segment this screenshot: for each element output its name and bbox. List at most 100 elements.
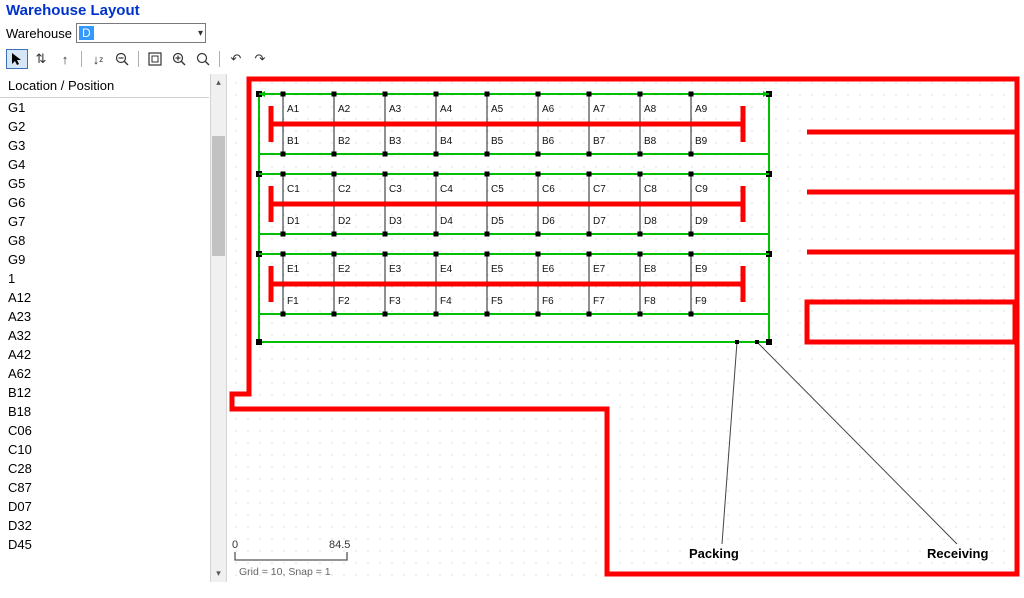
sidebar-item-location[interactable]: A42 <box>0 345 209 364</box>
toolbar: ⇅ ↑ ↓z ↶ ↷ <box>0 45 1024 74</box>
svg-text:E4: E4 <box>440 264 453 275</box>
sidebar-item-location[interactable]: D07 <box>0 497 209 516</box>
svg-text:B7: B7 <box>593 136 606 147</box>
sidebar-item-location[interactable]: A32 <box>0 326 209 345</box>
svg-text:F9: F9 <box>695 296 707 307</box>
svg-text:C2: C2 <box>338 184 351 195</box>
svg-text:F1: F1 <box>287 296 299 307</box>
page-title: Warehouse Layout <box>6 2 1018 19</box>
packing-zone-label: Packing <box>689 546 739 561</box>
location-sidebar: Location / Position G1G2G3G4G5G6G7G8G91A… <box>0 74 210 582</box>
svg-text:B5: B5 <box>491 136 504 147</box>
sort-down-button[interactable]: ↓z <box>87 49 109 69</box>
sidebar-item-location[interactable]: D32 <box>0 516 209 535</box>
svg-text:E9: E9 <box>695 264 708 275</box>
svg-text:C6: C6 <box>542 184 555 195</box>
svg-text:F6: F6 <box>542 296 554 307</box>
toolbar-separator <box>219 51 220 67</box>
svg-text:E3: E3 <box>389 264 402 275</box>
svg-text:B3: B3 <box>389 136 402 147</box>
svg-text:D8: D8 <box>644 216 657 227</box>
svg-text:A3: A3 <box>389 104 402 115</box>
sidebar-item-location[interactable]: A62 <box>0 364 209 383</box>
svg-text:A8: A8 <box>644 104 657 115</box>
svg-text:B1: B1 <box>287 136 300 147</box>
svg-text:F8: F8 <box>644 296 656 307</box>
toolbar-separator <box>138 51 139 67</box>
layout-diagram: A1B1A2B2A3B3A4B4A5B5A6B6A7B7A8B8A9B9C1D1… <box>227 74 1024 582</box>
receiving-zone-label: Receiving <box>927 546 988 561</box>
svg-text:B8: B8 <box>644 136 657 147</box>
svg-text:A2: A2 <box>338 104 351 115</box>
svg-text:A5: A5 <box>491 104 504 115</box>
redo-button[interactable]: ↷ <box>249 49 271 69</box>
svg-text:D3: D3 <box>389 216 402 227</box>
sidebar-item-location[interactable]: D45 <box>0 535 209 554</box>
scrollbar-thumb[interactable] <box>212 136 225 256</box>
svg-text:C5: C5 <box>491 184 504 195</box>
grid-snap-info: Grid = 10, Snap = 1 <box>239 566 331 578</box>
sidebar-item-location[interactable]: C06 <box>0 421 209 440</box>
sidebar-item-location[interactable]: G7 <box>0 212 209 231</box>
sidebar-item-location[interactable]: B18 <box>0 402 209 421</box>
swap-vertical-button[interactable]: ⇅ <box>30 49 52 69</box>
svg-text:C7: C7 <box>593 184 606 195</box>
sidebar-item-location[interactable]: A23 <box>0 307 209 326</box>
svg-text:A9: A9 <box>695 104 708 115</box>
svg-text:C3: C3 <box>389 184 402 195</box>
svg-text:E5: E5 <box>491 264 504 275</box>
svg-text:E6: E6 <box>542 264 555 275</box>
svg-text:C8: C8 <box>644 184 657 195</box>
sidebar-item-location[interactable]: G5 <box>0 174 209 193</box>
undo-button[interactable]: ↶ <box>225 49 247 69</box>
layout-canvas[interactable]: A1B1A2B2A3B3A4B4A5B5A6B6A7B7A8B8A9B9C1D1… <box>227 74 1024 582</box>
svg-text:B9: B9 <box>695 136 708 147</box>
svg-text:C1: C1 <box>287 184 300 195</box>
sidebar-item-location[interactable]: C28 <box>0 459 209 478</box>
sidebar-item-location[interactable]: G1 <box>0 98 209 117</box>
svg-text:B2: B2 <box>338 136 351 147</box>
scroll-up-icon[interactable]: ▴ <box>211 74 226 91</box>
svg-text:D2: D2 <box>338 216 351 227</box>
svg-text:A1: A1 <box>287 104 300 115</box>
zoom-in-button[interactable] <box>168 49 190 69</box>
sidebar-item-location[interactable]: C87 <box>0 478 209 497</box>
svg-text:F7: F7 <box>593 296 605 307</box>
svg-text:C9: C9 <box>695 184 708 195</box>
location-list[interactable]: G1G2G3G4G5G6G7G8G91A12A23A32A42A62B12B18… <box>0 98 209 582</box>
sidebar-item-location[interactable]: A12 <box>0 288 209 307</box>
sidebar-item-location[interactable]: B12 <box>0 383 209 402</box>
warehouse-dropdown[interactable]: D ▾ <box>76 23 206 43</box>
chevron-down-icon: ▾ <box>198 28 203 39</box>
svg-text:F5: F5 <box>491 296 503 307</box>
svg-text:D5: D5 <box>491 216 504 227</box>
svg-text:E1: E1 <box>287 264 300 275</box>
sidebar-item-location[interactable]: G9 <box>0 250 209 269</box>
svg-text:B6: B6 <box>542 136 555 147</box>
svg-text:F3: F3 <box>389 296 401 307</box>
svg-text:E8: E8 <box>644 264 657 275</box>
sidebar-header: Location / Position <box>0 74 209 98</box>
scroll-down-icon[interactable]: ▾ <box>211 565 226 582</box>
svg-text:D4: D4 <box>440 216 453 227</box>
sidebar-item-location[interactable]: G8 <box>0 231 209 250</box>
svg-text:0: 0 <box>232 539 238 551</box>
zoom-out-button[interactable] <box>111 49 133 69</box>
svg-text:E2: E2 <box>338 264 351 275</box>
sidebar-item-location[interactable]: 1 <box>0 269 209 288</box>
warehouse-label: Warehouse <box>6 26 72 41</box>
sidebar-scrollbar[interactable]: ▴ ▾ <box>210 74 227 582</box>
sidebar-item-location[interactable]: G2 <box>0 117 209 136</box>
sidebar-item-location[interactable]: G4 <box>0 155 209 174</box>
sidebar-item-location[interactable]: C10 <box>0 440 209 459</box>
svg-text:F4: F4 <box>440 296 452 307</box>
svg-text:B4: B4 <box>440 136 453 147</box>
sidebar-item-location[interactable]: G6 <box>0 193 209 212</box>
pointer-tool-button[interactable] <box>6 49 28 69</box>
zoom-reset-button[interactable] <box>192 49 214 69</box>
sidebar-item-location[interactable]: G3 <box>0 136 209 155</box>
fit-to-screen-button[interactable] <box>144 49 166 69</box>
move-up-button[interactable]: ↑ <box>54 49 76 69</box>
svg-text:A6: A6 <box>542 104 555 115</box>
svg-text:D1: D1 <box>287 216 300 227</box>
